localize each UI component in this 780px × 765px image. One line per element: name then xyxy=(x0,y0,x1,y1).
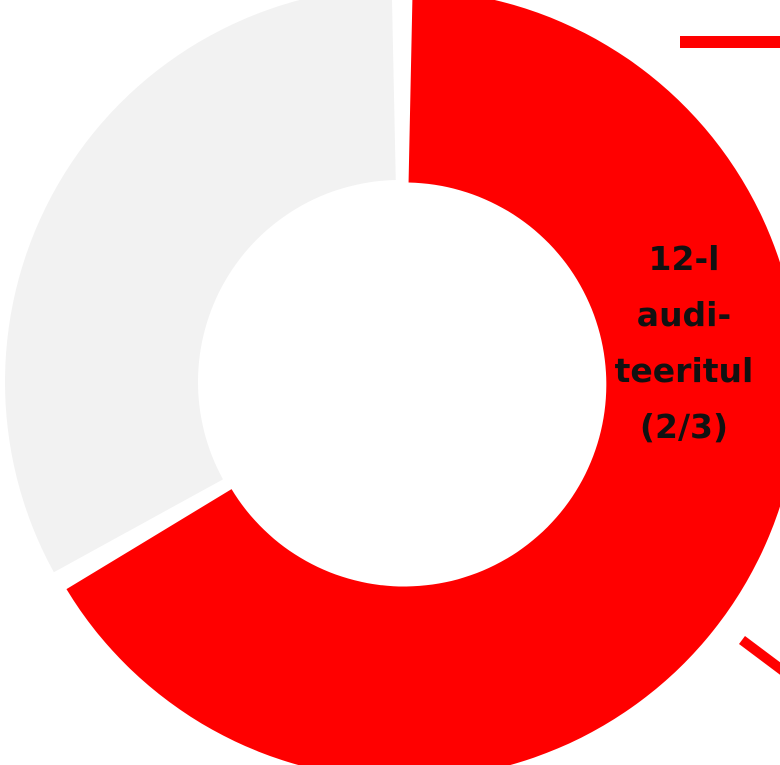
slice-label-line: (2/3) xyxy=(640,407,728,446)
callout-arrow-line xyxy=(739,636,780,675)
slice-label-line: audi- xyxy=(637,295,731,334)
slice-label-line: 12-l xyxy=(649,239,720,278)
slice-label: 12-l audi-teeritul (2/3) xyxy=(615,239,754,446)
legend-leaders xyxy=(680,36,780,675)
donut-slice-grey xyxy=(4,0,396,573)
slice-labels: 12-l audi-teeritul (2/3) xyxy=(615,239,754,446)
slice-label-line: teeritul xyxy=(615,351,754,390)
donut-slices xyxy=(4,0,780,765)
donut-slice-red xyxy=(66,0,780,765)
